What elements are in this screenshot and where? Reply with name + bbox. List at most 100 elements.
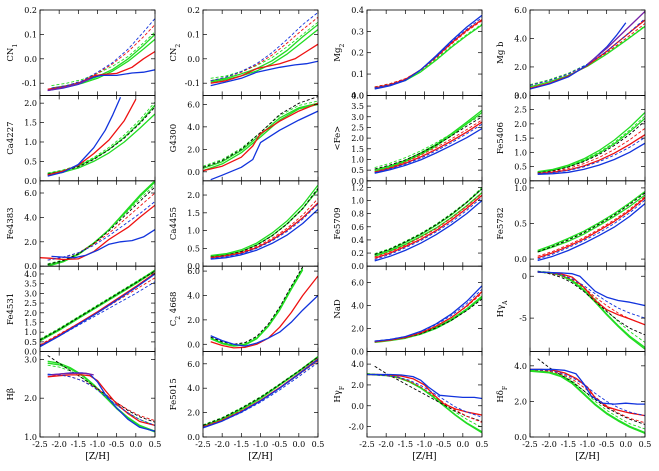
y-tick-label: 4.0 <box>24 213 37 222</box>
y-tick-label: 0.0 <box>351 177 364 186</box>
x-tick-label: -0.5 <box>599 440 614 449</box>
series-line-black-dashed <box>47 106 155 175</box>
y-tick-label: 0.0 <box>24 262 37 271</box>
y-tick-label: 1.5 <box>514 134 527 143</box>
series-line-green <box>530 369 645 434</box>
y-tick-label: 6.0 <box>187 267 200 276</box>
y-axis-label: Ca4227 <box>6 121 16 154</box>
x-tick-label: -1.0 <box>580 440 595 449</box>
y-tick-label: 1.0 <box>24 328 37 337</box>
series-line-green <box>530 370 645 435</box>
y-tick-label: 2.0 <box>187 316 200 325</box>
series-line-black-dashed <box>203 96 318 168</box>
y-tick-label: 4.0 <box>187 384 200 393</box>
series-line-green-dashed <box>367 373 482 428</box>
y-axis-label: Fe5709 <box>333 207 343 239</box>
y-tick-label: 0.0 <box>187 55 200 64</box>
series-line-green-dashed <box>210 21 318 79</box>
x-tick-label: 0.5 <box>149 440 162 449</box>
y-tick-label: 2.0 <box>514 120 527 129</box>
x-tick-label: -1.5 <box>234 440 249 449</box>
series-line-red <box>530 368 645 417</box>
y-tick-label: 0.0 <box>187 262 200 271</box>
panel-19: -2.0 0.0 2.0 4.0 -2.5 -2.0 -1.5 -1.0 -0.5 0.0 0.5 H… <box>333 351 488 462</box>
series-line-blue <box>374 200 482 262</box>
series-group <box>367 365 482 434</box>
y-label-sub: 2 <box>175 44 182 48</box>
x-tick-label: 0.0 <box>456 440 469 449</box>
series-group <box>537 270 645 350</box>
y-axis-label: Ca4455 <box>169 207 179 240</box>
series-line-green <box>537 190 645 252</box>
x-axis-label: [Z/H] <box>85 452 109 462</box>
series-line-green <box>537 270 645 348</box>
panel-frame <box>202 180 319 267</box>
series-line-red <box>374 194 482 259</box>
series-line-green <box>47 104 155 175</box>
x-tick-label: -2.5 <box>195 440 210 449</box>
y-tick-label: 0.2 <box>351 249 364 258</box>
series-line-red-dashed <box>47 192 155 261</box>
x-tick-label: -2.0 <box>214 440 229 449</box>
y-label-main: C <box>169 320 179 327</box>
panel-frame <box>202 351 319 438</box>
series-line-red <box>210 275 318 349</box>
series-line-blue <box>537 142 645 175</box>
x-tick-label: 0.5 <box>312 440 325 449</box>
series-line-black-dashed <box>537 192 645 253</box>
y-label-main: Hγ <box>496 305 506 318</box>
y-axis-label: Fe5782 <box>496 207 506 239</box>
y-tick-label: 3.0 <box>24 289 37 298</box>
x-tick-label: -1.5 <box>561 440 576 449</box>
series-line-red <box>367 373 482 416</box>
series-line-red <box>47 374 155 427</box>
series-group <box>203 96 318 181</box>
series-line-red-dashed <box>537 196 645 257</box>
x-tick-label: -2.5 <box>359 440 374 449</box>
y-tick-label: 2.0 <box>514 63 527 72</box>
panel-5: 0.0 0.5 1.0 1.5 2.0 Ca4227 <box>6 95 156 186</box>
x-tick-label: -2.0 <box>541 440 556 449</box>
series-line-blue <box>374 127 482 174</box>
x-tick-label: -0.5 <box>109 440 124 449</box>
y-tick-label: 1.5 <box>24 318 37 327</box>
series-line-green <box>374 24 482 89</box>
y-tick-label: 1.5 <box>24 119 37 128</box>
series-line-blue <box>210 60 318 87</box>
panel-frame <box>202 265 319 353</box>
series-line-blue <box>51 229 155 259</box>
y-tick-label: 0.5 <box>351 166 364 175</box>
series-line-blue-dashed <box>40 281 155 347</box>
x-tick-label: -2.5 <box>522 440 537 449</box>
y-tick-label: 4.0 <box>187 291 200 300</box>
series-line-black-dashed <box>47 355 155 423</box>
series-group <box>47 355 155 433</box>
y-axis-label: Hβ <box>6 388 16 400</box>
series-line-black-dashed <box>47 186 155 265</box>
series-line-red <box>40 272 155 347</box>
series-line-green-dashed <box>47 184 155 265</box>
series-line-green-dashed <box>537 270 645 343</box>
y-tick-label: 0.0 <box>514 177 527 186</box>
y-tick-label: 0.6 <box>351 223 364 232</box>
y-tick-label: 0.2 <box>351 49 364 58</box>
y-tick-label: 0.1 <box>187 30 200 39</box>
series-line-red-dashed <box>374 119 482 173</box>
y-tick-label: 2.0 <box>514 397 527 406</box>
series-line-green-dashed <box>374 23 482 88</box>
y-tick-label: 1.0 <box>24 138 37 147</box>
y-axis-label: Fe4383 <box>6 207 16 239</box>
series-line-red-dashed <box>537 128 645 174</box>
series-line-blue <box>537 271 645 307</box>
series-line-red <box>210 43 318 84</box>
series-line-blue-dashed <box>537 271 645 319</box>
y-label-main: Hδ <box>496 390 506 403</box>
y-tick-label: 0.0 <box>351 348 364 357</box>
y-tick-label: 6.0 <box>514 6 527 15</box>
y-label-main: CN <box>6 47 16 62</box>
y-tick-label: 0.0 <box>187 168 200 177</box>
series-line-red-dashed <box>203 360 318 428</box>
y-tick-label: 1.5 <box>187 209 200 218</box>
series-line-green <box>210 184 318 257</box>
